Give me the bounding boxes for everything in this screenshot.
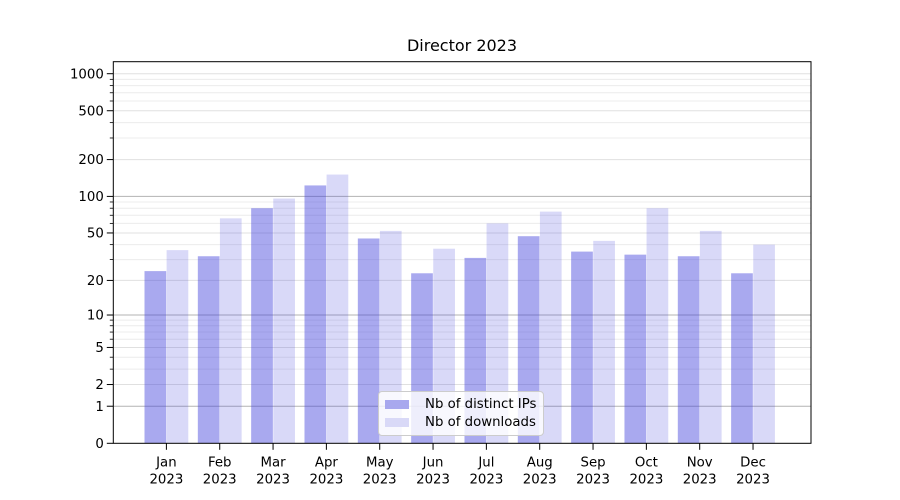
x-tick-label-month: Jan [155, 456, 177, 471]
y-tick-label: 50 [87, 227, 104, 242]
y-tick-label: 1 [95, 400, 103, 415]
x-tick-label-year: 2023 [309, 473, 343, 488]
x-tick-label-year: 2023 [416, 473, 450, 488]
x-tick-label-year: 2023 [576, 473, 610, 488]
x-tick-label-year: 2023 [629, 473, 663, 488]
legend-item-downloads: Nb of downloads [385, 415, 543, 430]
bar-distinct-ips-apr [304, 185, 327, 444]
x-tick-label-month: Aug [527, 456, 553, 471]
legend-swatch-distinct-ips [385, 399, 409, 410]
legend-label-downloads: Nb of downloads [425, 415, 536, 430]
bar-distinct-ips-jan [144, 271, 167, 444]
bar-downloads-oct [646, 208, 669, 444]
x-tick-label-month: Jun [422, 456, 444, 471]
bar-downloads-aug [539, 211, 562, 444]
y-tick-label: 200 [78, 153, 103, 168]
x-tick-label-year: 2023 [469, 473, 503, 488]
bar-distinct-ips-dec [731, 273, 753, 444]
x-tick-label-year: 2023 [203, 473, 237, 488]
bar-downloads-apr [326, 174, 349, 444]
legend: Nb of distinct IPs Nb of downloads [378, 391, 544, 436]
y-tick-label: 5 [95, 341, 103, 356]
y-tick-label: 10 [87, 309, 104, 324]
y-tick-label: 20 [87, 274, 104, 289]
x-tick-label-year: 2023 [736, 473, 770, 488]
y-tick-label: 0 [95, 437, 103, 452]
x-tick-label-year: 2023 [363, 473, 397, 488]
bar-downloads-feb [219, 218, 242, 444]
bar-downloads-mar [273, 198, 295, 444]
x-tick-label-month: Mar [261, 456, 287, 471]
bar-distinct-ips-nov [677, 256, 700, 444]
bar-distinct-ips-sep [571, 251, 593, 444]
y-tick-label: 1000 [70, 67, 104, 82]
bar-downloads-jan [166, 250, 189, 444]
chart-title: Director 2023 [406, 36, 518, 55]
y-tick-label: 100 [78, 190, 103, 205]
bar-distinct-ips-oct [624, 254, 647, 444]
bar-distinct-ips-mar [251, 208, 273, 444]
legend-label-distinct-ips: Nb of distinct IPs [425, 397, 537, 412]
bar-downloads-may [379, 230, 402, 444]
x-tick-label-month: Feb [208, 456, 232, 471]
y-tick-label: 2 [95, 378, 103, 393]
y-tick-label: 500 [78, 104, 103, 119]
legend-swatch-downloads [385, 417, 409, 428]
bar-downloads-dec [753, 244, 775, 444]
legend-item-distinct-ips: Nb of distinct IPs [385, 397, 543, 412]
x-tick-label-year: 2023 [149, 473, 183, 488]
x-tick-label-month: Nov [687, 456, 713, 471]
x-tick-label-month: Dec [740, 456, 766, 471]
bar-downloads-sep [593, 240, 615, 444]
bar-distinct-ips-feb [197, 256, 220, 444]
plot-border [112, 61, 812, 444]
x-tick-label-year: 2023 [256, 473, 290, 488]
x-tick-label-month: Sep [581, 456, 606, 471]
bar-downloads-nov [699, 230, 722, 444]
x-tick-label-month: Jul [477, 456, 494, 471]
bar-distinct-ips-may [357, 238, 380, 444]
x-tick-label-month: Oct [635, 456, 658, 471]
x-tick-label-month: Apr [315, 456, 339, 471]
x-tick-label-year: 2023 [683, 473, 717, 488]
x-tick-label-year: 2023 [523, 473, 557, 488]
x-tick-label-month: May [366, 456, 394, 471]
bar-downloads-jul [486, 223, 509, 444]
